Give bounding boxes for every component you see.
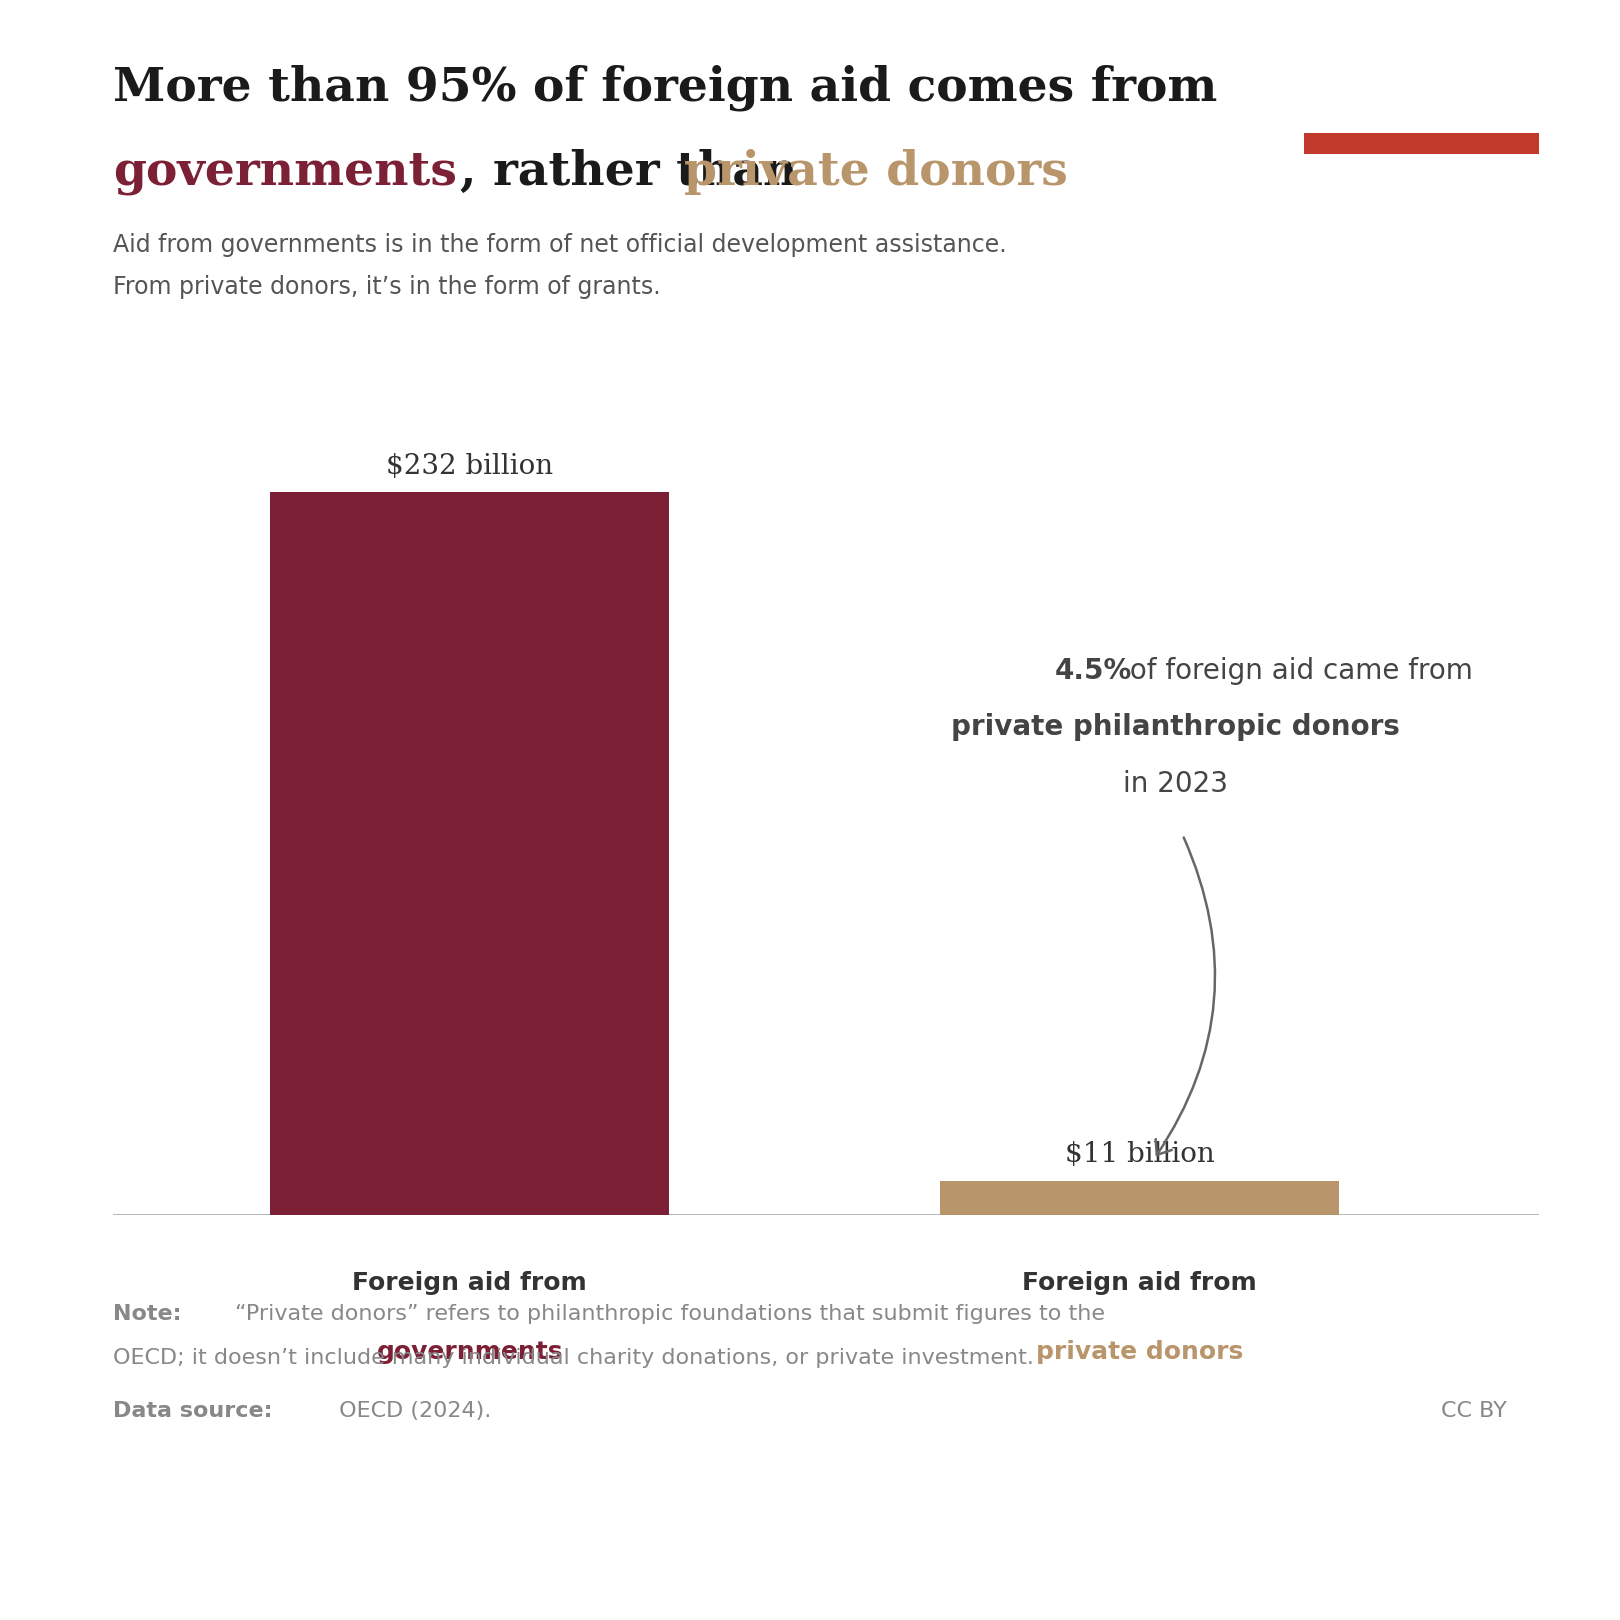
Text: OECD; it doesn’t include many individual charity donations, or private investmen: OECD; it doesn’t include many individual…	[113, 1348, 1034, 1367]
Text: private donors: private donors	[1037, 1340, 1244, 1364]
Text: CC BY: CC BY	[1440, 1401, 1507, 1421]
Text: Note:: Note:	[113, 1304, 181, 1324]
Text: Foreign aid from: Foreign aid from	[1022, 1272, 1257, 1294]
Text: OECD (2024).: OECD (2024).	[332, 1401, 491, 1421]
Bar	[271, 492, 669, 1215]
Text: Our World: Our World	[1362, 49, 1481, 68]
Text: in 2023: in 2023	[1123, 770, 1228, 797]
Text: 4.5%: 4.5%	[1055, 658, 1131, 685]
Bar	[940, 1181, 1340, 1215]
Text: governments: governments	[376, 1340, 564, 1364]
Text: governments: governments	[113, 149, 457, 194]
Text: Aid from governments is in the form of net official development assistance.: Aid from governments is in the form of n…	[113, 233, 1008, 258]
Text: , rather than: , rather than	[460, 149, 813, 194]
Text: Data source:: Data source:	[113, 1401, 272, 1421]
Text: More than 95% of foreign aid comes from: More than 95% of foreign aid comes from	[113, 65, 1218, 112]
Text: private philanthropic donors: private philanthropic donors	[951, 713, 1400, 742]
Text: Foreign aid from: Foreign aid from	[353, 1272, 586, 1294]
Text: From private donors, it’s in the form of grants.: From private donors, it’s in the form of…	[113, 275, 661, 300]
Text: $232 billion: $232 billion	[386, 452, 554, 480]
Text: $11 billion: $11 billion	[1064, 1140, 1215, 1168]
FancyArrowPatch shape	[1155, 838, 1215, 1155]
Bar	[1304, 133, 1539, 154]
Text: private donors: private donors	[684, 149, 1068, 194]
Text: of foreign aid came from: of foreign aid came from	[1121, 658, 1473, 685]
Text: in Data: in Data	[1379, 87, 1464, 109]
Text: “Private donors” refers to philanthropic foundations that submit figures to the: “Private donors” refers to philanthropic…	[235, 1304, 1105, 1324]
